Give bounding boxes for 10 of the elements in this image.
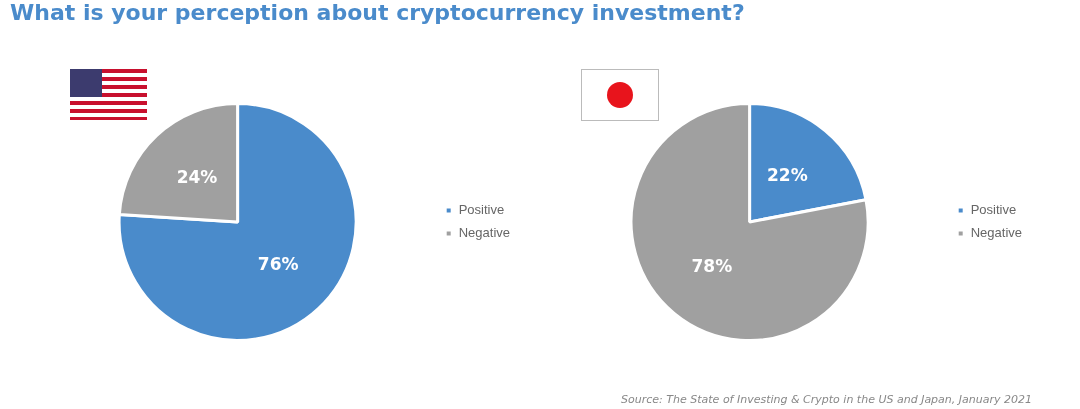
legend-label: Positive	[970, 202, 1017, 218]
legend-label: Negative	[458, 225, 510, 241]
legend-label: Negative	[970, 225, 1022, 241]
data-label: 76%	[257, 253, 299, 274]
source-note: Source: The State of Investing & Crypto in the US and Japan, January 2021	[621, 393, 1032, 406]
data-label: 22%	[767, 164, 808, 185]
chart-title: What is your perception about cryptocurrency investment?	[10, 0, 745, 25]
data-label: 78%	[691, 256, 733, 277]
legend-label: Positive	[458, 202, 505, 218]
data-label: 24%	[176, 167, 218, 188]
